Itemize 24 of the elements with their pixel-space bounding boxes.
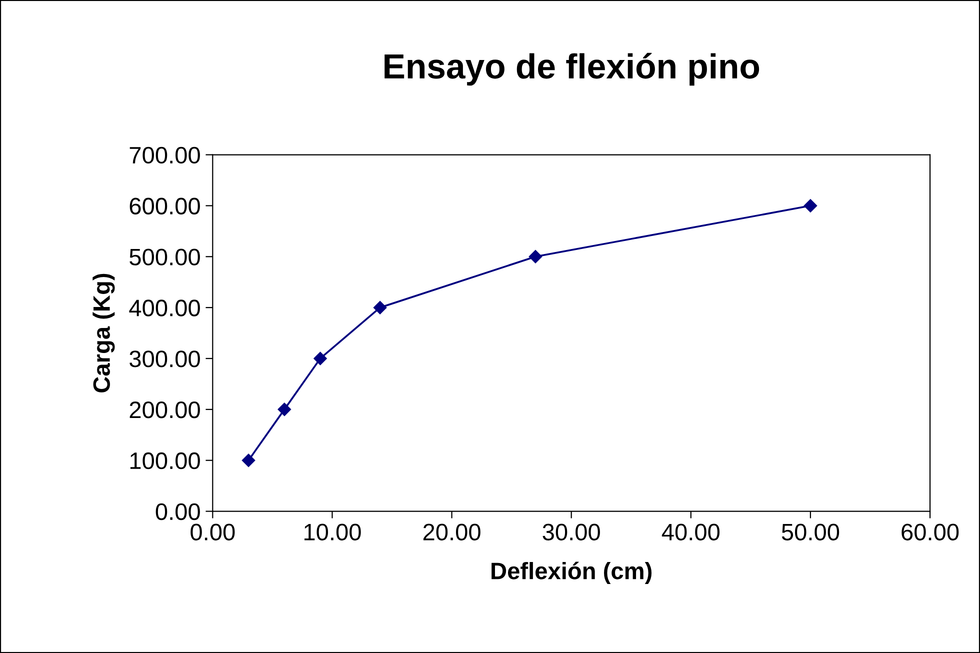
y-axis-title: Carga (Kg) (92, 274, 115, 392)
point (314, 352, 327, 366)
point (278, 402, 291, 416)
y-tick-label: 0.00 (156, 503, 200, 520)
y-tick-label: 300.00 (130, 350, 200, 368)
x-tick-label: 40.00 (662, 524, 720, 540)
y-tick-label: 600.00 (130, 198, 200, 214)
y-tick-label: 500.00 (130, 248, 200, 266)
x-tick-label: 0.00 (190, 524, 235, 540)
point (242, 454, 256, 467)
point (804, 199, 818, 212)
y-tick-label: 200.00 (130, 402, 200, 418)
point (373, 300, 387, 314)
point (528, 250, 542, 264)
x-tick-label: 10.00 (304, 524, 361, 540)
x-tick-label: 60.00 (902, 524, 959, 540)
chart-title: Ensayo de flexión pino (384, 52, 760, 86)
x-axis-title: Deflexión (cm) (492, 562, 652, 584)
x-tick-label: 30.00 (542, 524, 600, 540)
y-tick-label: 400.00 (129, 300, 200, 316)
x-tick-label: 50.00 (782, 524, 840, 540)
x-tick-label: 20.00 (423, 524, 480, 540)
y-tick-label: 100.00 (130, 452, 200, 470)
y-tick-label: 700.00 (130, 146, 200, 164)
